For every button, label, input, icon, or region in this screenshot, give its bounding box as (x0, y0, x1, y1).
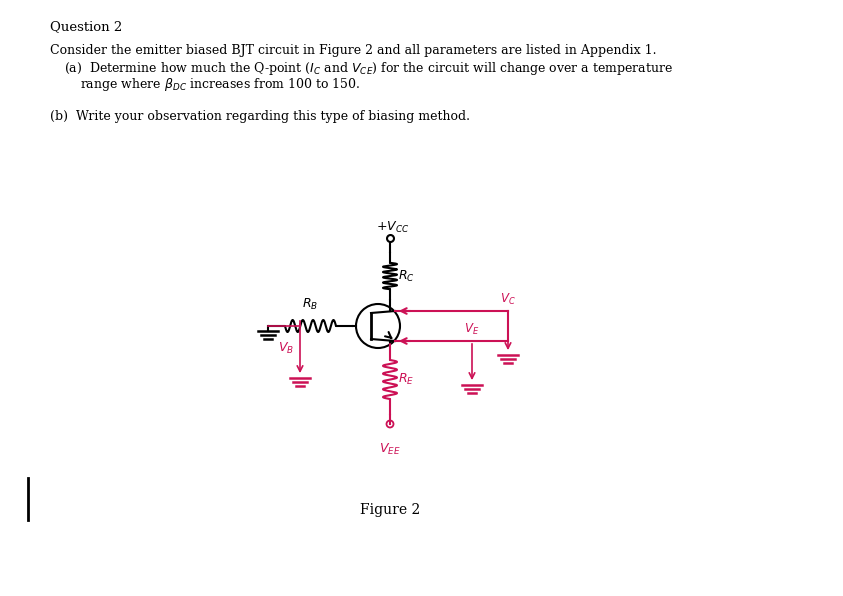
Text: Figure 2: Figure 2 (360, 503, 420, 517)
Text: Question 2: Question 2 (50, 20, 122, 33)
Text: $R_E$: $R_E$ (398, 371, 414, 387)
Text: (b)  Write your observation regarding this type of biasing method.: (b) Write your observation regarding thi… (50, 110, 470, 123)
Text: $V_{EE}$: $V_{EE}$ (379, 442, 400, 457)
Text: Consider the emitter biased BJT circuit in Figure 2 and all parameters are liste: Consider the emitter biased BJT circuit … (50, 44, 657, 57)
Text: range where $\beta_{DC}$ increases from 100 to 150.: range where $\beta_{DC}$ increases from … (80, 76, 361, 93)
Text: $R_C$: $R_C$ (398, 268, 415, 284)
Text: $V_E$: $V_E$ (464, 322, 480, 337)
Text: $+V_{CC}$: $+V_{CC}$ (376, 220, 410, 235)
Text: $R_B$: $R_B$ (302, 297, 318, 312)
Text: $V_B$: $V_B$ (278, 340, 294, 356)
Text: $V_C$: $V_C$ (500, 292, 516, 307)
Text: (a)  Determine how much the Q-point ($I_C$ and $V_{CE}$) for the circuit will ch: (a) Determine how much the Q-point ($I_C… (64, 60, 674, 77)
